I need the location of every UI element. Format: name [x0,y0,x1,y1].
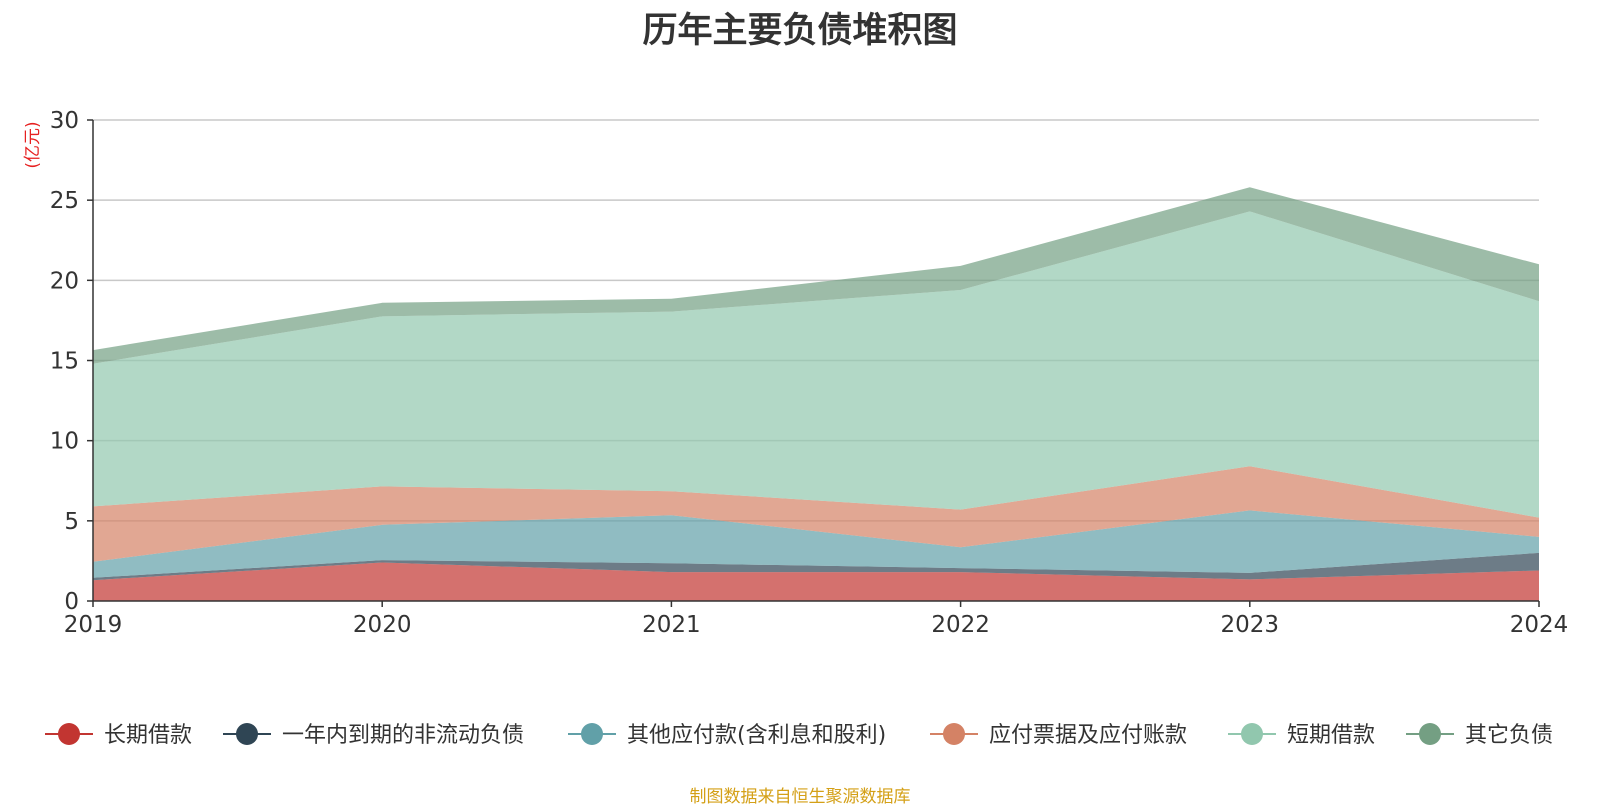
y-tick-label: 10 [50,429,79,455]
y-tick-label: 5 [64,509,79,535]
chart-title: 历年主要负债堆积图 [642,11,958,51]
legend: 长期借款 一年内到期的非流动负债 其他应付款(含利息和股利) 应付票据及应付账款 短期借… [45,723,1553,748]
x-tick-label: 2022 [931,612,990,638]
legend-marker [1419,723,1441,745]
y-tick-label: 20 [50,268,79,294]
legend-item-1: 长期借款 [45,723,192,748]
source-note: 制图数据来自恒生聚源数据库 [689,787,911,807]
x-tick-label: 2019 [64,612,123,638]
area-series-1 [93,562,1539,601]
legend-marker [58,723,80,745]
area-series-5 [93,211,1539,518]
legend-label: 其他应付款(含利息和股利) [627,723,886,748]
legend-item-2: 一年内到期的非流动负债 [223,723,524,748]
legend-label: 其它负债 [1465,723,1553,748]
y-tick-label: 25 [50,188,79,214]
x-tick-label: 2024 [1510,612,1569,638]
legend-marker [943,723,965,745]
area-series-3 [93,510,1539,578]
legend-marker [1241,723,1263,745]
x-tick-label: 2020 [353,612,412,638]
area-series-4 [93,466,1539,562]
legend-label: 应付票据及应付账款 [989,723,1187,748]
y-tick-label: 0 [64,589,79,615]
y-tick-label: 30 [50,108,79,134]
legend-label: 长期借款 [104,723,192,748]
x-tick-label: 2023 [1221,612,1280,638]
y-axis-unit-label: (亿元) [23,121,43,168]
legend-item-6: 其它负债 [1406,723,1553,748]
legend-label: 短期借款 [1287,723,1375,748]
legend-item-3: 其他应付款(含利息和股利) [568,723,886,748]
x-tick-label: 2021 [642,612,701,638]
legend-marker [581,723,603,745]
area-series [93,187,1539,601]
axes: 0 5 10 15 20 25 30 2019 2020 2021 2022 2023 2024 (亿元) [23,108,1568,638]
legend-label: 一年内到期的非流动负债 [282,723,524,748]
legend-item-5: 短期借款 [1228,723,1375,748]
area-series-2 [93,552,1539,581]
legend-item-4: 应付票据及应付账款 [930,723,1187,748]
y-tick-label: 15 [50,349,79,375]
legend-marker [236,723,258,745]
